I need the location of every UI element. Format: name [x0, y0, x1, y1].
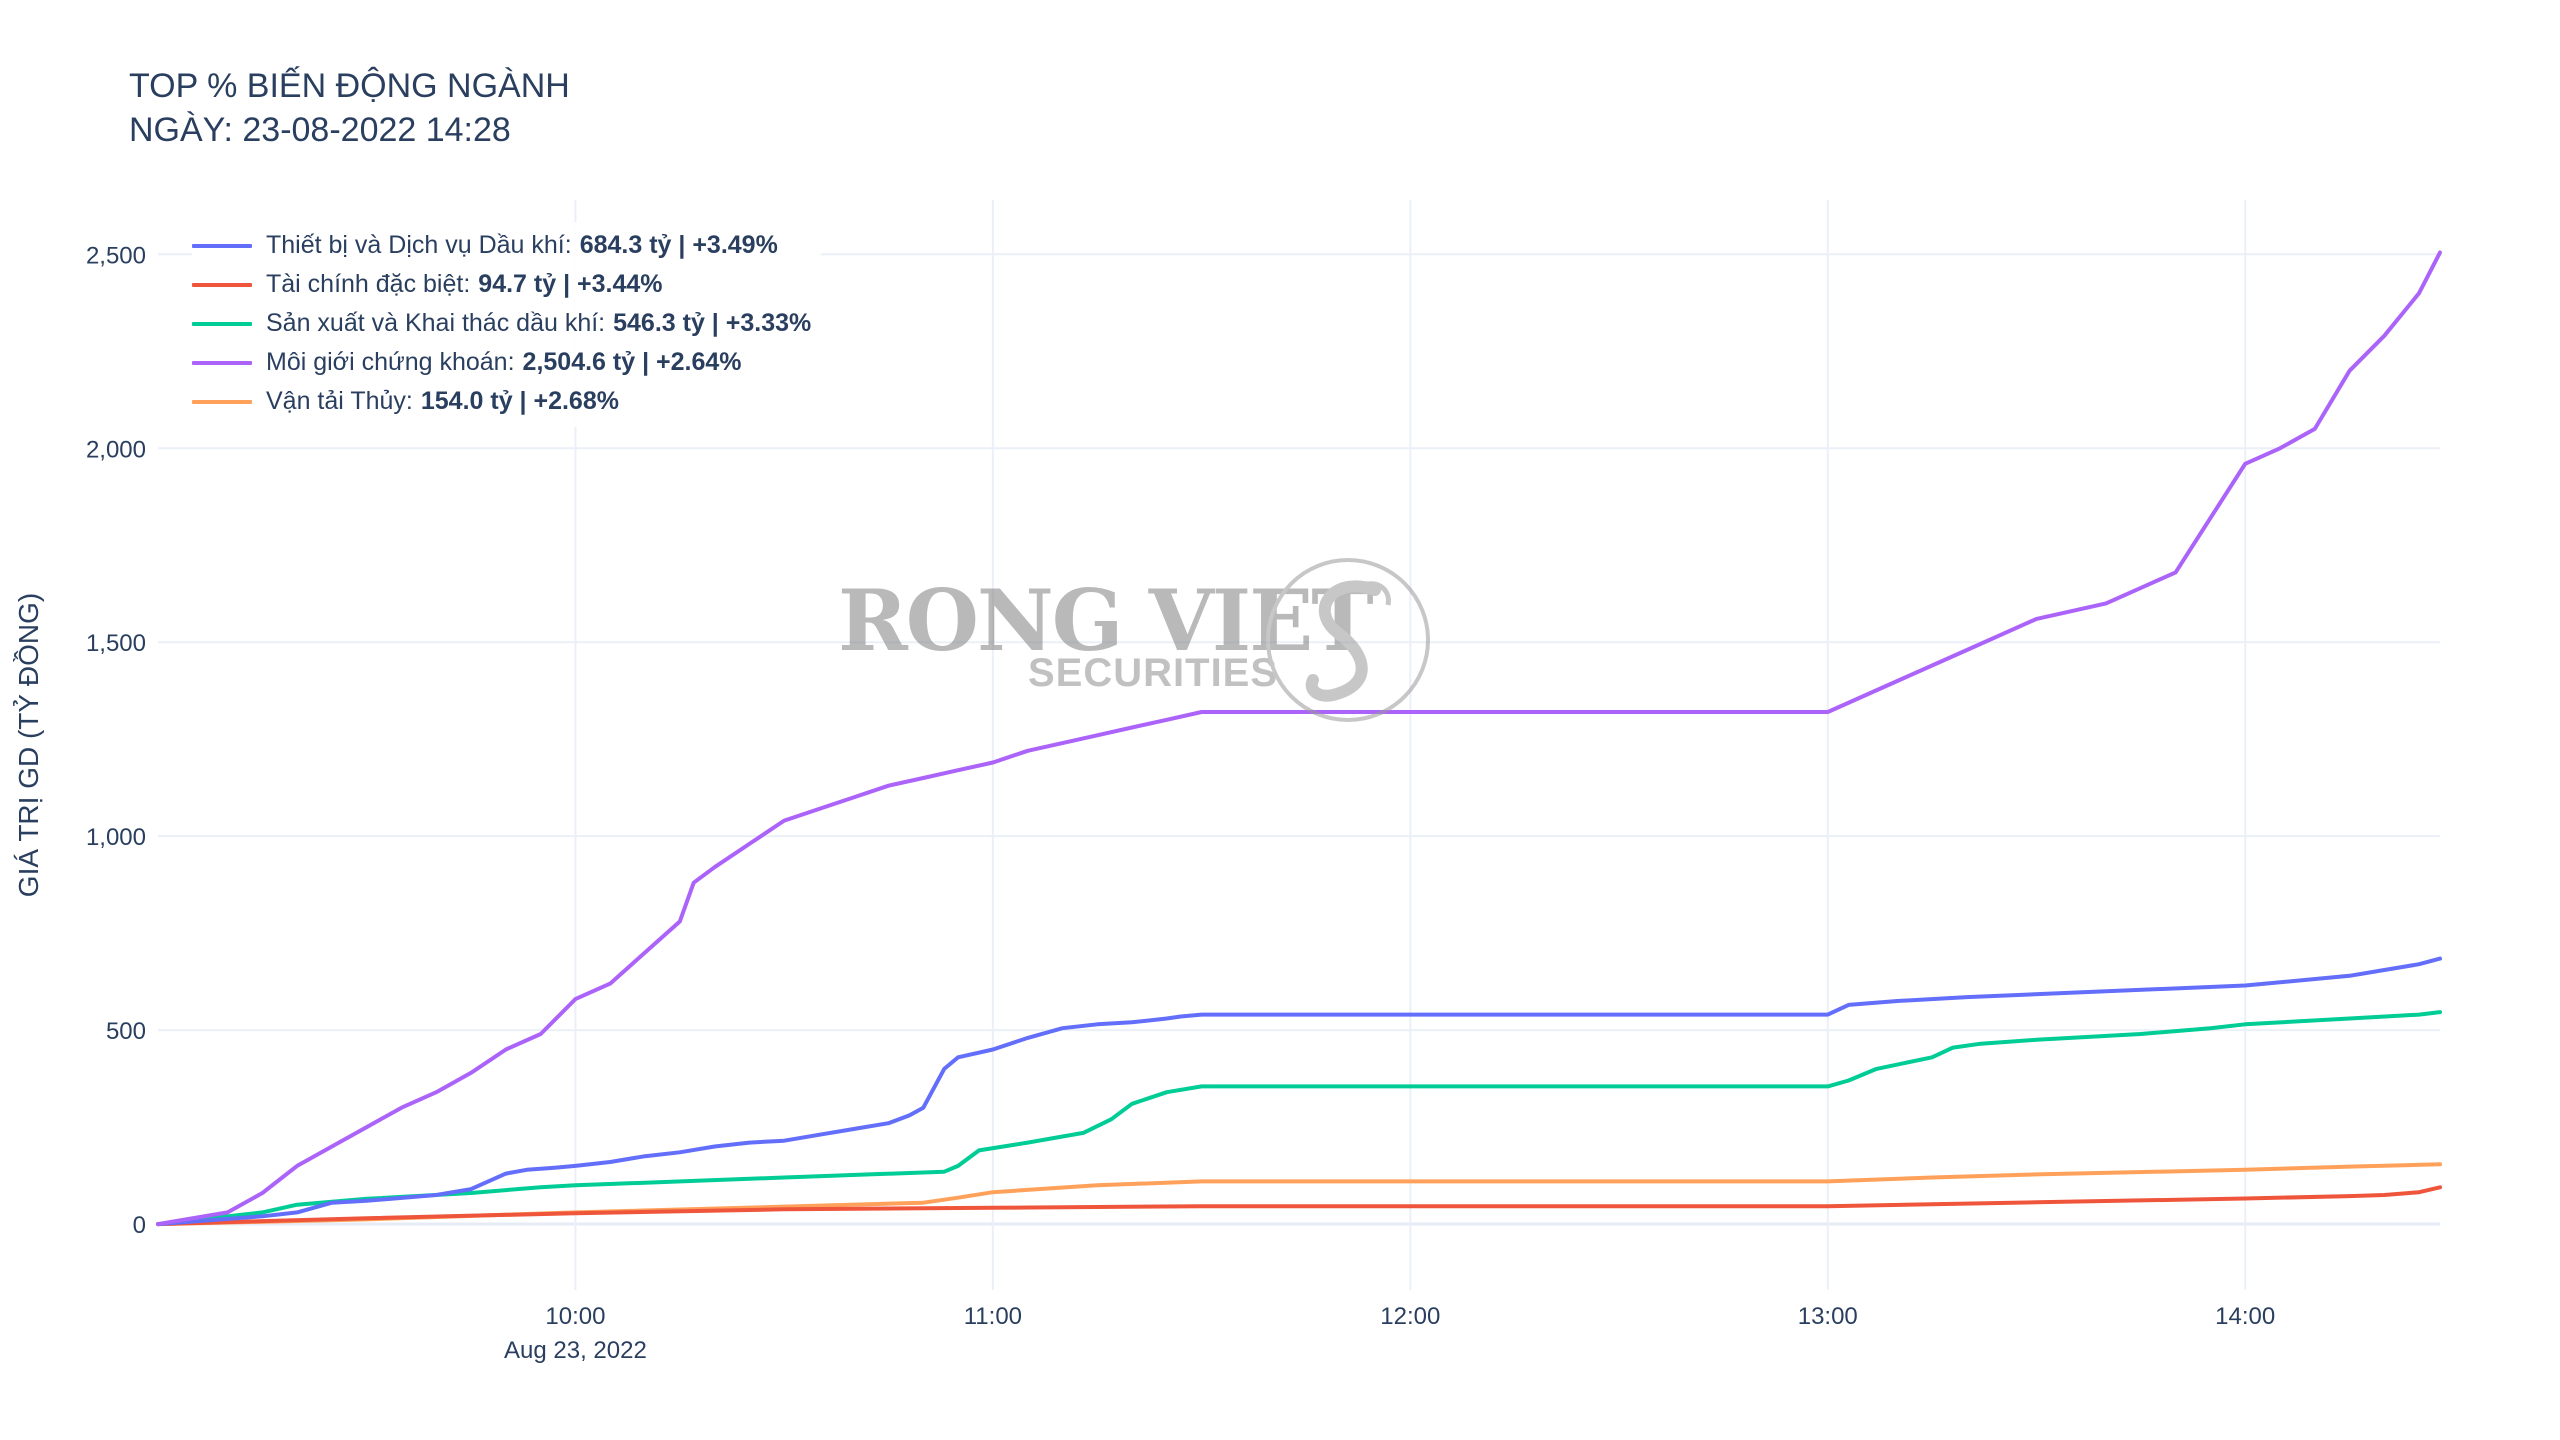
y-tick-label: 0 [133, 1212, 146, 1239]
dragon-logo-icon [1266, 558, 1430, 722]
legend-swatch [192, 282, 252, 287]
x-tick-date-label: Aug 23, 2022 [504, 1337, 647, 1364]
series-line-2 [156, 1010, 2442, 1227]
legend-item[interactable]: Thiết bị và Dịch vụ Dầu khí: 684.3 tỷ | +… [192, 226, 811, 265]
legend-item[interactable]: Vận tải Thủy: 154.0 tỷ | +2.68% [192, 382, 811, 421]
series-line-0 [156, 956, 2442, 1227]
legend-item[interactable]: Tài chính đặc biệt: 94.7 tỷ | +3.44% [192, 265, 811, 304]
x-tick-label: 11:00 [964, 1303, 1022, 1330]
legend-series-name: Tài chính đặc biệt: [266, 270, 471, 298]
legend-series-value: 154.0 tỷ | +2.68% [420, 387, 619, 415]
y-tick-label: 1,000 [86, 824, 146, 851]
x-tick-label: 12:00 [1380, 1303, 1440, 1330]
y-tick-label: 1,500 [86, 630, 146, 657]
legend-series-name: Môi giới chứng khoán: [266, 348, 515, 376]
y-tick-label: 500 [106, 1018, 146, 1045]
rongviet-watermark: RONG VIET SECURITIES [838, 555, 1478, 735]
chart-title-line2: NGÀY: 23-08-2022 14:28 [129, 111, 511, 149]
legend-swatch [192, 360, 252, 365]
legend-series-name: Vận tải Thủy: [266, 387, 413, 415]
x-tick-label: 13:00 [1798, 1303, 1858, 1330]
chart-title-line1: TOP % BIẾN ĐỘNG NGÀNH [129, 67, 570, 105]
x-tick-label: 14:00 [2215, 1303, 2275, 1330]
legend-swatch [192, 399, 252, 404]
legend-item[interactable]: Môi giới chứng khoán: 2,504.6 tỷ | +2.64% [192, 343, 811, 382]
chart-legend[interactable]: Thiết bị và Dịch vụ Dầu khí: 684.3 tỷ | +… [192, 222, 822, 427]
legend-series-value: 2,504.6 tỷ | +2.64% [522, 348, 742, 376]
x-tick-label: 10:00 [545, 1303, 605, 1330]
y-tick-label: 2,000 [86, 436, 146, 463]
legend-series-value: 94.7 tỷ | +3.44% [478, 270, 663, 298]
legend-swatch [192, 243, 252, 248]
legend-series-value: 684.3 tỷ | +3.49% [579, 231, 778, 259]
series-line-1 [156, 1185, 2442, 1227]
legend-series-name: Sản xuất và Khai thác dầu khí: [266, 309, 606, 337]
y-tick-label: 2,500 [86, 242, 146, 269]
watermark-brand: RONG VIET [838, 571, 1374, 670]
y-axis-title: GIÁ TRỊ GD (TỶ ĐỒNG) [12, 593, 44, 897]
legend-swatch [192, 321, 252, 326]
series-line-3 [156, 250, 2442, 1227]
legend-item[interactable]: Sản xuất và Khai thác dầu khí: 546.3 tỷ |… [192, 304, 811, 343]
legend-series-name: Thiết bị và Dịch vụ Dầu khí: [266, 231, 572, 259]
chart-title: TOP % BIẾN ĐỘNG NGÀNH NGÀY: 23-08-2022 1… [129, 64, 570, 152]
watermark-sub: SECURITIES [1028, 651, 1279, 695]
legend-series-value: 546.3 tỷ | +3.33% [613, 309, 812, 337]
